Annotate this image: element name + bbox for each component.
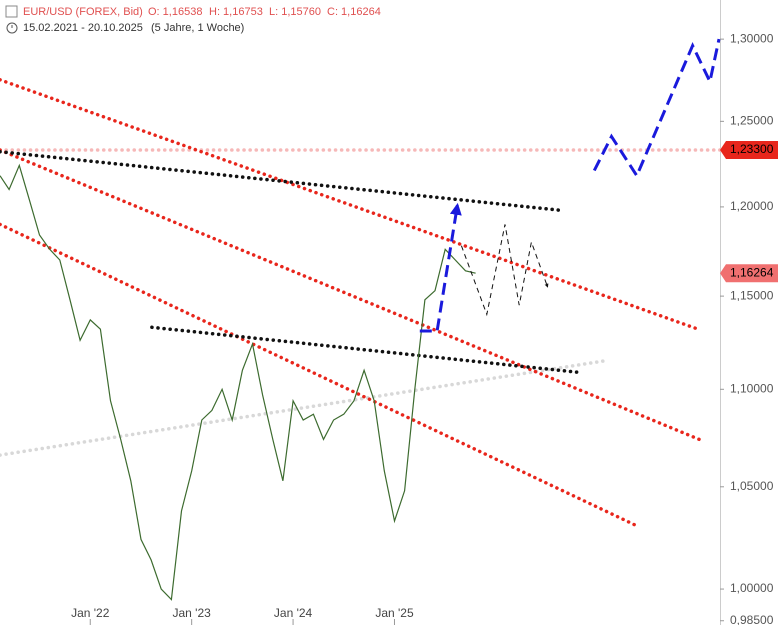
ohlc: H: 1,16753 <box>209 6 263 18</box>
series-line <box>419 202 462 333</box>
x-tick-label: Jan '23 <box>172 606 211 620</box>
subtitle: 15.02.2021 - 20.10.2025 <box>23 22 143 34</box>
series-line <box>592 38 721 179</box>
header: EUR/USD (FOREX, Bid) O: 1,16538 H: 1,167… <box>5 5 381 34</box>
y-tick-label: 1,00000 <box>730 581 774 595</box>
price-label: 1,23300 <box>730 142 774 156</box>
series-line <box>150 325 580 374</box>
series-line <box>0 148 703 442</box>
series-line <box>0 222 642 529</box>
y-tick-label: 1,05000 <box>730 479 774 493</box>
plot <box>0 38 722 601</box>
ohlc: L: 1,15760 <box>269 6 321 18</box>
series-line <box>0 78 703 332</box>
series-line <box>0 359 607 457</box>
period: (5 Jahre, 1 Woche) <box>151 22 244 34</box>
chart-title: EUR/USD (FOREX, Bid) <box>23 6 143 18</box>
icon <box>5 5 18 18</box>
series-line <box>0 149 564 213</box>
y-tick-label: 0,98500 <box>730 613 774 625</box>
series-line <box>0 163 476 601</box>
y-tick-label: 1,10000 <box>730 381 774 395</box>
ohlc: O: 1,16538 <box>148 6 202 18</box>
x-tick-label: Jan '25 <box>375 606 414 620</box>
y-tick-label: 1,20000 <box>730 199 774 213</box>
price-label-box <box>720 264 778 283</box>
x-tick-label: Jan '22 <box>71 606 110 620</box>
y-tick-label: 1,30000 <box>730 31 774 45</box>
y-tick-label: 1,25000 <box>730 114 774 128</box>
series-line <box>460 224 549 317</box>
x-tick-label: Jan '24 <box>274 606 313 620</box>
ohlc: C: 1,16264 <box>327 6 381 18</box>
y-tick-label: 1,15000 <box>730 288 774 302</box>
icon <box>6 22 18 34</box>
price-label-box <box>720 141 778 160</box>
price-label: 1,16264 <box>730 265 774 279</box>
